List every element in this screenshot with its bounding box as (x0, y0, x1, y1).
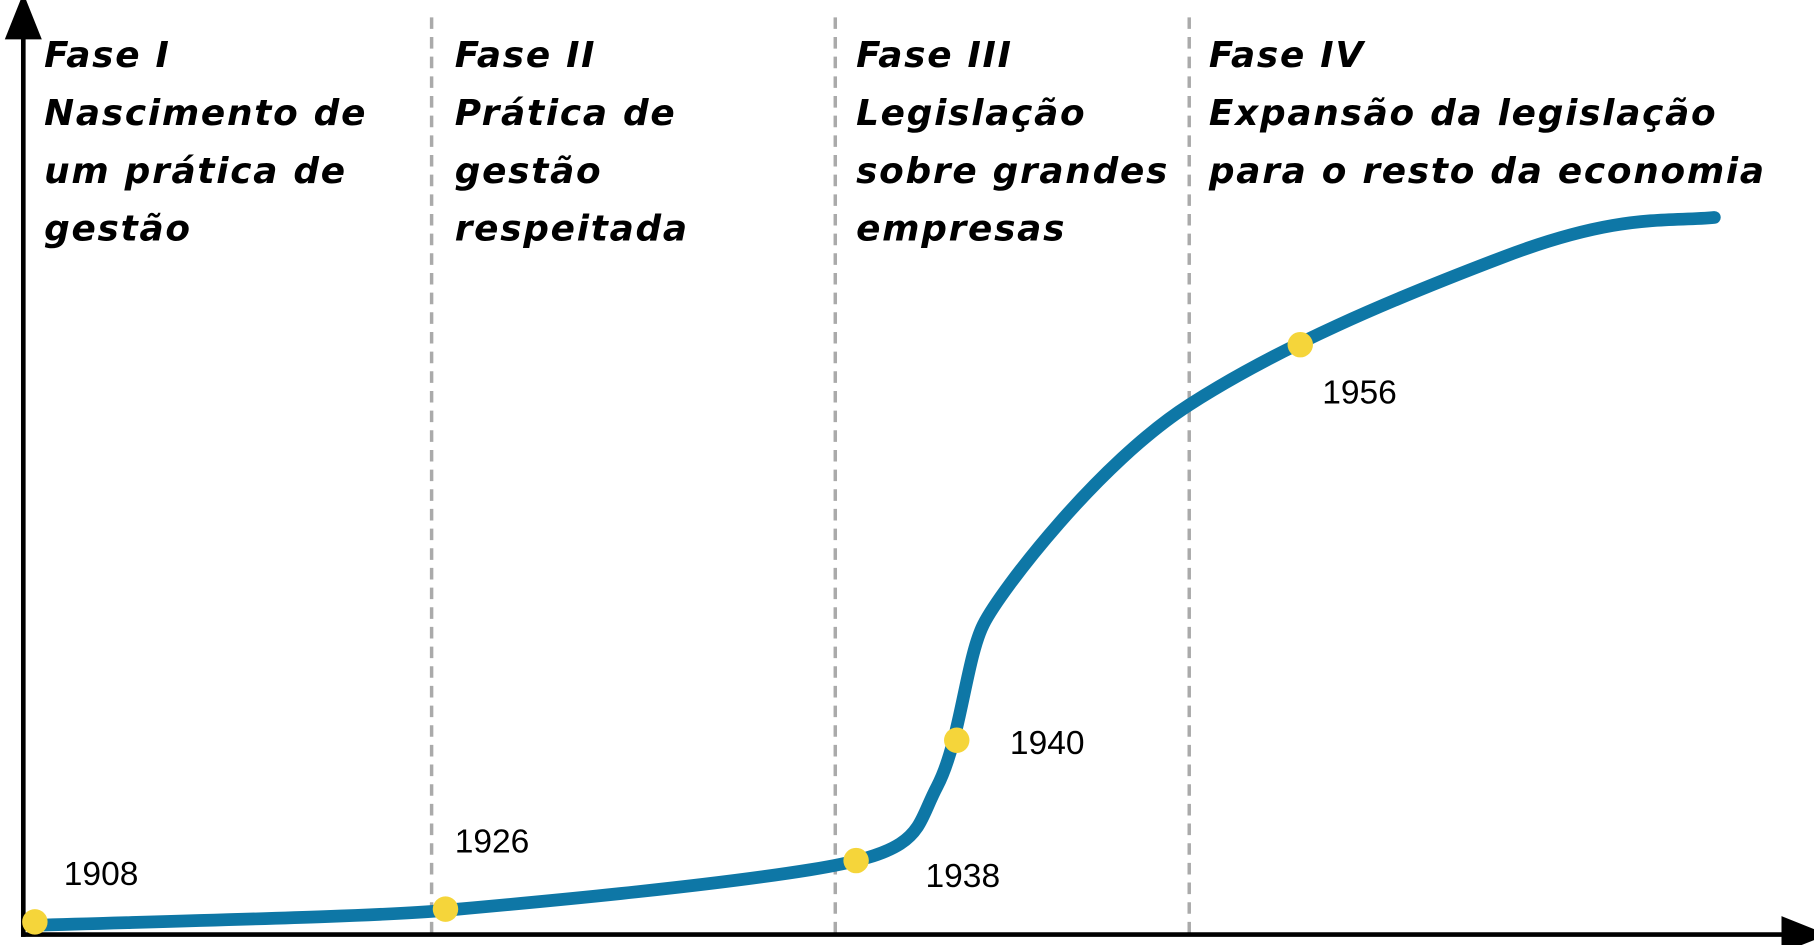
milestone-dot (432, 896, 459, 922)
phase-description: um prática de (44, 151, 347, 192)
milestone-dot (944, 727, 970, 753)
phase-dividers (429, 17, 1191, 935)
phase-description: Prática de (455, 93, 677, 134)
phase-title: Fase IV (1209, 35, 1366, 76)
content: Fase I Nascimento de um prática de gestão Fa… (22, 35, 1766, 935)
phase-description: Legislação (856, 93, 1086, 134)
milestone-dot (1287, 331, 1313, 358)
growth-curve (28, 211, 1721, 932)
phase-description: para o resto da economia (1208, 151, 1766, 192)
phase-title: Fase III (856, 35, 1013, 76)
phase-description: empresas (856, 209, 1066, 250)
milestone-year: 1956 (1322, 375, 1397, 412)
phase-description: gestão (44, 209, 192, 250)
milestone-year: 1908 (64, 856, 139, 893)
milestone-dot (22, 909, 48, 935)
milestone-year: 1938 (926, 858, 1001, 895)
milestone-dot (843, 847, 869, 874)
phase-description: Nascimento de (44, 93, 367, 134)
phase-description: gestão (455, 151, 603, 192)
phase-description: Expansão da legislação (1209, 93, 1717, 134)
phase-title: Fase I (44, 35, 170, 76)
phase-description: respeitada (455, 209, 689, 250)
phase-title: Fase II (455, 35, 597, 76)
milestone-year: 1940 (1010, 725, 1085, 762)
milestone-year: 1926 (455, 823, 530, 860)
phase-description: sobre grandes (856, 151, 1169, 192)
